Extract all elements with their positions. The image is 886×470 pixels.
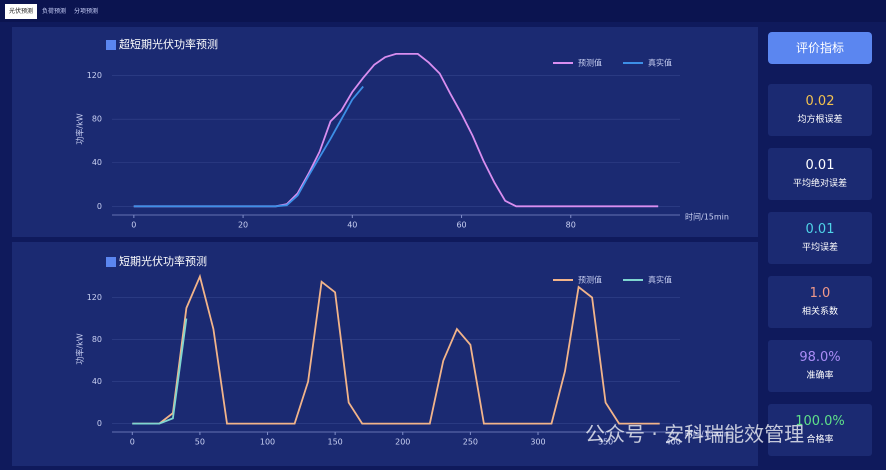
metric-value: 0.01 [805, 158, 835, 173]
chart-title: 超短期光伏功率预测 [119, 37, 218, 51]
y-axis-label: 功率/kW [75, 113, 85, 144]
series-line [133, 53, 659, 208]
tab[interactable]: 分项预测 [74, 8, 99, 15]
x-tick-label: 150 [328, 438, 343, 447]
metric-value: 0.01 [805, 222, 835, 237]
y-tick-label: 120 [87, 293, 102, 302]
y-tick-label: 80 [92, 335, 102, 344]
x-tick-label: 200 [395, 438, 410, 447]
evaluate-button[interactable]: 评价指标 [768, 32, 872, 64]
x-tick-label: 0 [130, 438, 135, 447]
x-tick-label: 100 [260, 438, 275, 447]
chart-panel: 超短期光伏功率预测功率/kW 时间/15min 0 40 80 120 0 20 40 60 80 预… [12, 27, 758, 237]
x-tick-label: 250 [463, 438, 478, 447]
title-marker [106, 257, 116, 267]
watermark: 公众号 · 安科瑞能效管理 [585, 422, 805, 446]
legend-label: 真实值 [648, 275, 672, 285]
y-tick-label: 0 [97, 419, 102, 428]
x-tick-label: 350 [598, 438, 613, 447]
y-tick-label: 40 [92, 377, 102, 386]
metric-label: 均方根误差 [797, 115, 843, 125]
metric-value: 100.0% [795, 414, 845, 429]
metric-card: 0.01 平均绝对误差 [768, 148, 872, 200]
metric-value: 98.0% [799, 350, 841, 365]
series-line [133, 85, 364, 208]
y-axis-label: 功率/kW [75, 333, 85, 364]
x-axis-label: 时间/15min [685, 429, 729, 439]
metric-label: 合格率 [806, 435, 834, 445]
metric-card: 100.0% 合格率 [768, 404, 872, 456]
metric-value: 0.02 [805, 94, 835, 109]
metric-label: 准确率 [806, 371, 834, 381]
x-tick-label: 60 [456, 221, 466, 230]
x-tick-label: 40 [347, 221, 357, 230]
series-line [132, 318, 188, 425]
title-marker [106, 40, 116, 50]
y-tick-label: 40 [92, 158, 102, 167]
y-tick-label: 0 [97, 202, 102, 211]
series-line [132, 273, 660, 425]
x-tick-label: 400 [666, 438, 681, 447]
x-tick-label: 20 [238, 221, 248, 230]
x-axis-label: 时间/15min [685, 212, 729, 222]
x-tick-label: 50 [195, 438, 205, 447]
chart-panel: 短期光伏功率预测功率/kW 时间/15min 0 40 80 120 0 50 100 150 20… [12, 242, 758, 466]
metric-label: 平均绝对误差 [792, 179, 847, 189]
metric-label: 相关系数 [801, 307, 838, 317]
metric-value: 1.0 [809, 286, 831, 301]
y-tick-label: 120 [87, 71, 102, 80]
x-tick-label: 80 [566, 221, 576, 230]
legend-label: 预测值 [578, 275, 602, 285]
chart-title: 短期光伏功率预测 [119, 254, 207, 268]
metric-card: 0.01 平均误差 [768, 212, 872, 264]
tab[interactable]: 负荷预测 [42, 8, 67, 15]
metric-card: 1.0 相关系数 [768, 276, 872, 328]
metric-card: 0.02 均方根误差 [768, 84, 872, 136]
legend-label: 真实值 [648, 58, 672, 68]
metric-label: 平均误差 [801, 243, 838, 253]
y-tick-label: 80 [92, 115, 102, 124]
x-tick-label: 300 [530, 438, 545, 447]
x-tick-label: 0 [131, 221, 136, 230]
metric-card: 98.0% 准确率 [768, 340, 872, 392]
legend-label: 预测值 [578, 58, 602, 68]
tab-bar [0, 0, 886, 22]
tab[interactable]: 光伏预测 [5, 4, 38, 19]
